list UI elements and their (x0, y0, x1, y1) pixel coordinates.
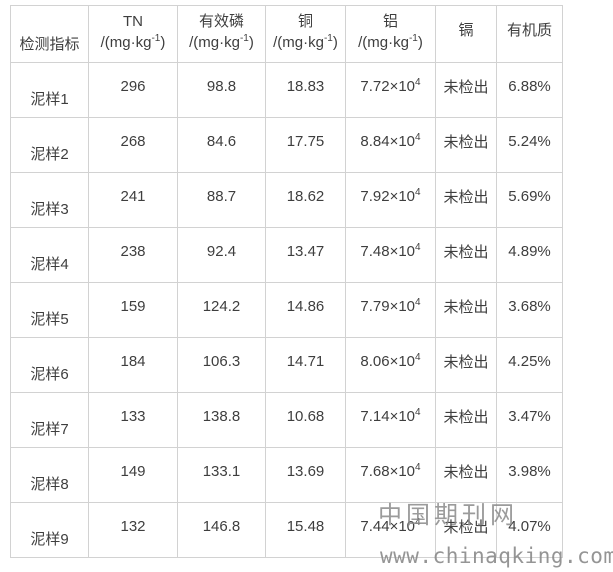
cell-tn: 149 (88, 447, 178, 503)
cell-copper: 13.69 (265, 447, 346, 503)
cell-phosphorus: 88.7 (177, 172, 266, 228)
cell-phosphorus: 124.2 (177, 282, 266, 338)
cell-copper: 10.68 (265, 392, 346, 448)
cell-tn: 238 (88, 227, 178, 283)
cell-organic: 5.24% (496, 117, 563, 173)
cell-phosphorus: 106.3 (177, 337, 266, 393)
cell-tn: 296 (88, 62, 178, 118)
table-row: 泥样1 296 98.8 18.83 7.72×104 未检出 6.88% (10, 62, 563, 118)
cell-aluminium: 7.44×104 (345, 502, 436, 558)
cell-sample-label: 泥样5 (10, 282, 89, 338)
header-unit: /(mg·kg-1) (100, 33, 166, 52)
table-row: 泥样5 159 124.2 14.86 7.79×104 未检出 3.68% (10, 282, 563, 338)
cell-cadmium: 未检出 (435, 282, 497, 338)
cell-sample-label: 泥样4 (10, 227, 89, 283)
header-cadmium: 镉 (435, 5, 497, 63)
cell-copper: 18.62 (265, 172, 346, 228)
cell-aluminium: 7.14×104 (345, 392, 436, 448)
cell-aluminium: 8.84×104 (345, 117, 436, 173)
cell-cadmium: 未检出 (435, 447, 497, 503)
cell-organic: 4.89% (496, 227, 563, 283)
table-row: 泥样6 184 106.3 14.71 8.06×104 未检出 4.25% (10, 337, 563, 393)
cell-aluminium: 7.92×104 (345, 172, 436, 228)
cell-tn: 132 (88, 502, 178, 558)
cell-cadmium: 未检出 (435, 502, 497, 558)
cell-copper: 13.47 (265, 227, 346, 283)
cell-phosphorus: 92.4 (177, 227, 266, 283)
cell-tn: 133 (88, 392, 178, 448)
cell-cadmium: 未检出 (435, 392, 497, 448)
cell-organic: 6.88% (496, 62, 563, 118)
header-copper: 铜 /(mg·kg-1) (265, 5, 346, 63)
cell-copper: 15.48 (265, 502, 346, 558)
header-detection-index: 检测指标 (10, 5, 89, 63)
soil-sample-table: 检测指标 TN /(mg·kg-1) 有效磷 /(mg·kg-1) (10, 5, 563, 558)
cell-aluminium: 7.79×104 (345, 282, 436, 338)
cell-cadmium: 未检出 (435, 62, 497, 118)
table-row: 泥样9 132 146.8 15.48 7.44×104 未检出 4.07% (10, 502, 563, 558)
cell-sample-label: 泥样8 (10, 447, 89, 503)
cell-phosphorus: 146.8 (177, 502, 266, 558)
cell-tn: 184 (88, 337, 178, 393)
cell-sample-label: 泥样7 (10, 392, 89, 448)
table-row: 泥样4 238 92.4 13.47 7.48×104 未检出 4.89% (10, 227, 563, 283)
cell-copper: 18.83 (265, 62, 346, 118)
cell-organic: 5.69% (496, 172, 563, 228)
cell-sample-label: 泥样6 (10, 337, 89, 393)
header-row: 检测指标 TN /(mg·kg-1) 有效磷 /(mg·kg-1) (10, 5, 563, 63)
table-row: 泥样2 268 84.6 17.75 8.84×104 未检出 5.24% (10, 117, 563, 173)
table-row: 泥样3 241 88.7 18.62 7.92×104 未检出 5.69% (10, 172, 563, 228)
header-phosphorus: 有效磷 /(mg·kg-1) (177, 5, 266, 63)
cell-phosphorus: 98.8 (177, 62, 266, 118)
header-label: 检测指标 (19, 35, 80, 53)
table-body: 泥样1 296 98.8 18.83 7.72×104 未检出 6.88% 泥样… (10, 62, 563, 558)
header-name: TN (123, 13, 143, 30)
cell-organic: 3.68% (496, 282, 563, 338)
cell-sample-label: 泥样2 (10, 117, 89, 173)
watermark-url: www.chinaqking.com (380, 544, 613, 568)
cell-organic: 4.25% (496, 337, 563, 393)
header-unit: /(mg·kg-1) (358, 33, 423, 52)
header-name: 有效磷 (198, 13, 244, 30)
header-organic-matter: 有机质 (496, 5, 563, 63)
cell-cadmium: 未检出 (435, 337, 497, 393)
header-unit: /(mg·kg-1) (273, 33, 338, 52)
cell-copper: 14.71 (265, 337, 346, 393)
cell-organic: 4.07% (496, 502, 563, 558)
cell-copper: 14.86 (265, 282, 346, 338)
cell-cadmium: 未检出 (435, 172, 497, 228)
header-aluminium: 铝 /(mg·kg-1) (345, 5, 436, 63)
table-header: 检测指标 TN /(mg·kg-1) 有效磷 /(mg·kg-1) (10, 5, 563, 63)
cell-tn: 268 (88, 117, 178, 173)
cell-aluminium: 7.72×104 (345, 62, 436, 118)
cell-sample-label: 泥样3 (10, 172, 89, 228)
cell-tn: 241 (88, 172, 178, 228)
cell-aluminium: 7.48×104 (345, 227, 436, 283)
cell-organic: 3.47% (496, 392, 563, 448)
watermark-text: 中国期刊网 (378, 501, 518, 529)
cell-copper: 17.75 (265, 117, 346, 173)
table-row: 泥样8 149 133.1 13.69 7.68×104 未检出 3.98% (10, 447, 563, 503)
cell-phosphorus: 133.1 (177, 447, 266, 503)
cell-cadmium: 未检出 (435, 227, 497, 283)
cell-cadmium: 未检出 (435, 117, 497, 173)
cell-phosphorus: 138.8 (177, 392, 266, 448)
header-tn: TN /(mg·kg-1) (88, 5, 178, 63)
cell-sample-label: 泥样1 (10, 62, 89, 118)
cell-tn: 159 (88, 282, 178, 338)
table-row: 泥样7 133 138.8 10.68 7.14×104 未检出 3.47% (10, 392, 563, 448)
cell-sample-label: 泥样9 (10, 502, 89, 558)
cell-organic: 3.98% (496, 447, 563, 503)
header-name: 铜 (297, 13, 313, 30)
cell-aluminium: 8.06×104 (345, 337, 436, 393)
header-name: 铝 (382, 13, 398, 30)
cell-phosphorus: 84.6 (177, 117, 266, 173)
header-unit: /(mg·kg-1) (189, 33, 254, 52)
